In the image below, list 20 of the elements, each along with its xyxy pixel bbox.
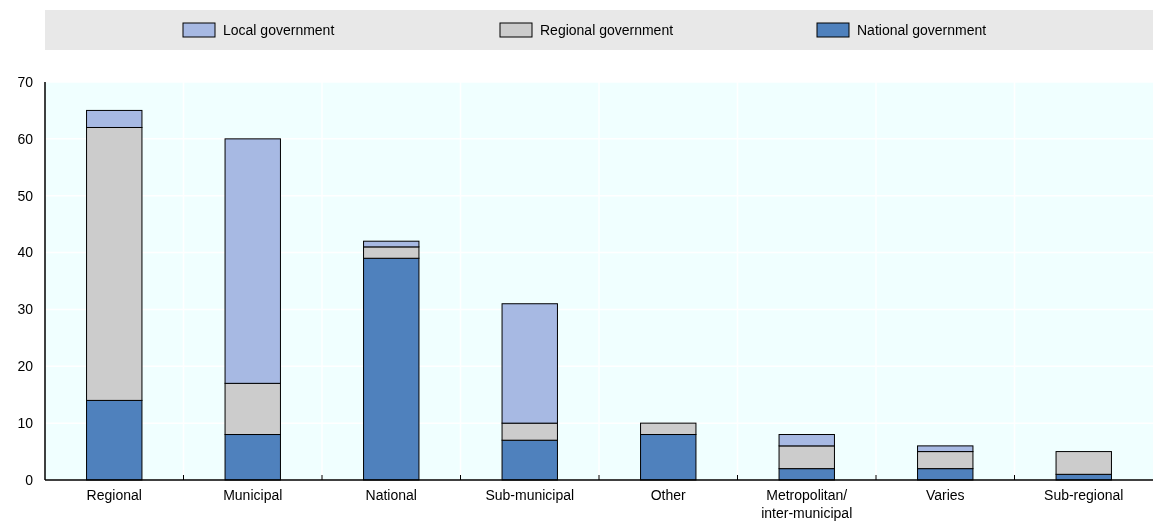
x-tick-label: National [365, 487, 417, 503]
y-tick-label: 40 [17, 244, 34, 261]
y-tick-label: 50 [17, 187, 34, 204]
x-tick-label: Regional [86, 487, 142, 503]
x-tick-label: Varies [925, 487, 965, 503]
y-tick-label: 0 [25, 471, 34, 488]
y-tick-label: 10 [17, 415, 34, 432]
x-tick-label: Metropolitan/inter-municipal [761, 487, 853, 521]
y-tick-label: 70 [17, 73, 34, 90]
y-tick-label: 30 [17, 301, 34, 318]
legend-label: National government [857, 21, 987, 38]
x-tick-label: Municipal [223, 487, 283, 503]
y-tick-label: 20 [17, 358, 34, 375]
y-tick-label: 60 [17, 130, 34, 147]
bar [1055, 451, 1112, 475]
legend-label: Local government [223, 21, 335, 38]
x-tick-label: Sub-municipal [485, 487, 575, 503]
x-tick-label: Other [650, 487, 687, 503]
legend-label: Regional government [540, 21, 674, 38]
x-tick-label: Sub-regional [1044, 487, 1124, 503]
